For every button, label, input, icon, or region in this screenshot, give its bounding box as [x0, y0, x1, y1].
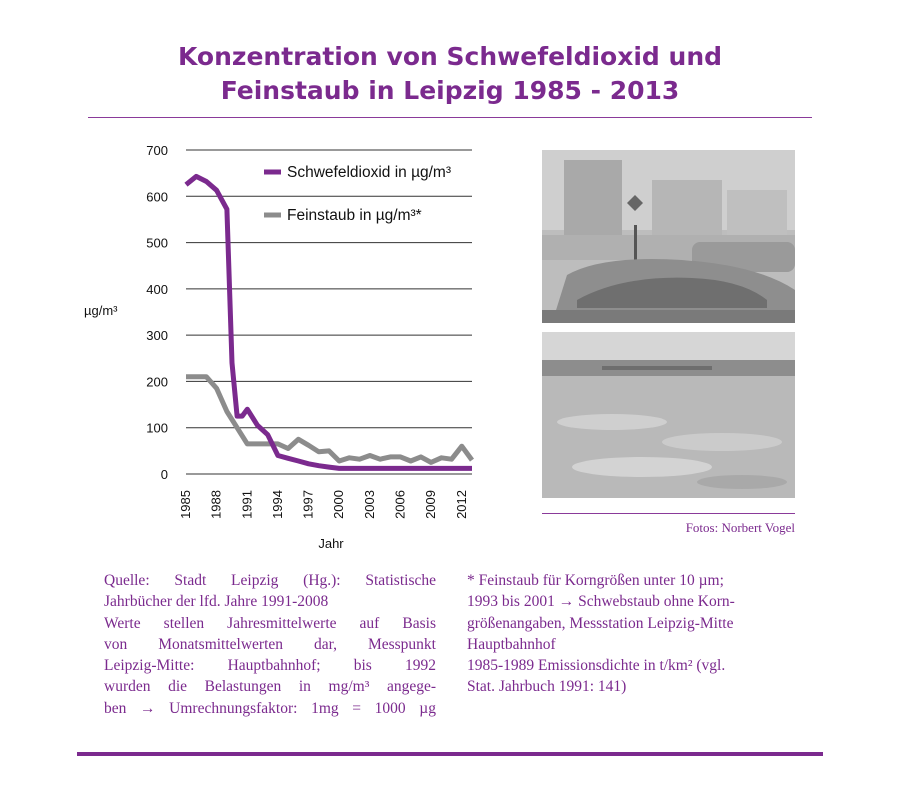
source-line: Jahrbücher der lfd. Jahre 1991-2008 — [104, 593, 329, 611]
title-divider — [88, 117, 812, 118]
photo-street-smog — [542, 150, 795, 323]
x-tick-label: 2000 — [331, 490, 346, 519]
y-axis-label: µg/m³ — [84, 303, 118, 318]
legend-label: Feinstaub in µg/m³* — [287, 207, 422, 224]
x-tick-label: 1988 — [209, 490, 224, 519]
y-tick-label: 400 — [146, 282, 168, 297]
source-line: ben → Umrechnungsfaktor: 1mg = 1000 µg — [104, 699, 436, 717]
footnote-line: 1985-1989 Emissionsdichte in t/km² (vgl. — [467, 657, 726, 675]
series-line-0 — [184, 173, 472, 471]
series-lines — [184, 173, 475, 471]
photo-credit: Fotos: Norbert Vogel — [685, 520, 795, 535]
x-tick-label: 2006 — [393, 490, 408, 519]
footnote-line: * Feinstaub für Korngrößen unter 10 µm; — [467, 572, 724, 589]
bottom-divider — [77, 752, 823, 756]
x-axis-label: Jahr — [318, 536, 344, 551]
title-line-1: Konzentration von Schwefeldioxid und — [177, 42, 723, 71]
y-tick-labels: 0 100 200 300 400 500 600 700 — [146, 143, 168, 482]
y-tick-label: 600 — [146, 189, 168, 204]
footnote-line: Hauptbahnhof — [467, 635, 556, 653]
x-tick-label: 2012 — [454, 490, 469, 519]
y-tick-label: 100 — [146, 421, 168, 436]
footnote-line: Stat. Jahrbuch 1991: 141) — [467, 678, 627, 696]
y-tick-label: 500 — [146, 236, 168, 251]
title-line-2: Feinstaub in Leipzig 1985 - 2013 — [220, 76, 680, 105]
footnote-line: 1993 bis 2001 → Schwebstaub ohne Korn- — [467, 593, 735, 611]
legend: Schwefeldioxid in µg/m³ Feinstaub in µg/m… — [264, 164, 451, 224]
y-tick-label: 300 — [146, 328, 168, 343]
photo-street-smog-image — [542, 150, 795, 323]
y-tick-label: 0 — [161, 467, 168, 482]
y-tick-label: 200 — [146, 374, 168, 389]
x-tick-label: 1994 — [270, 490, 285, 519]
x-tick-label: 1985 — [178, 490, 193, 519]
y-tick-label: 700 — [146, 143, 168, 158]
x-tick-label: 2009 — [423, 490, 438, 519]
legend-label: Schwefeldioxid in µg/m³ — [287, 164, 451, 181]
page-title: Konzentration von Schwefeldioxid und Fei… — [0, 40, 900, 108]
x-tick-label: 1997 — [301, 490, 316, 519]
source-text: Quelle: Stadt Leipzig (Hg.): Statistisch… — [104, 570, 436, 719]
series-line-1 — [186, 374, 475, 465]
source-line: Leipzig-Mitte: Hauptbahnhof; bis 1992 — [104, 657, 436, 675]
source-line: Quelle: Stadt Leipzig (Hg.): Statistisch… — [104, 572, 436, 589]
source-line: von Monatsmittelwerten dar, Messpunkt — [104, 635, 436, 653]
photo-river-image — [542, 332, 795, 498]
x-tick-label: 2003 — [362, 490, 377, 519]
source-line: wurden die Belastungen in mg/m³ angege- — [104, 678, 436, 696]
x-tick-label: 1991 — [239, 490, 254, 519]
photo-river — [542, 332, 795, 498]
footnote-line: größenangaben, Messstation Leipzig-Mitte — [467, 614, 734, 632]
source-line: Werte stellen Jahresmittelwerte auf Basi… — [104, 614, 436, 632]
footnote-text: * Feinstaub für Korngrößen unter 10 µm; … — [467, 570, 812, 698]
photo-divider — [542, 513, 795, 514]
x-tick-labels: 1985 1988 1991 1994 1997 2000 2003 2006 2009 2012 — [178, 490, 469, 519]
